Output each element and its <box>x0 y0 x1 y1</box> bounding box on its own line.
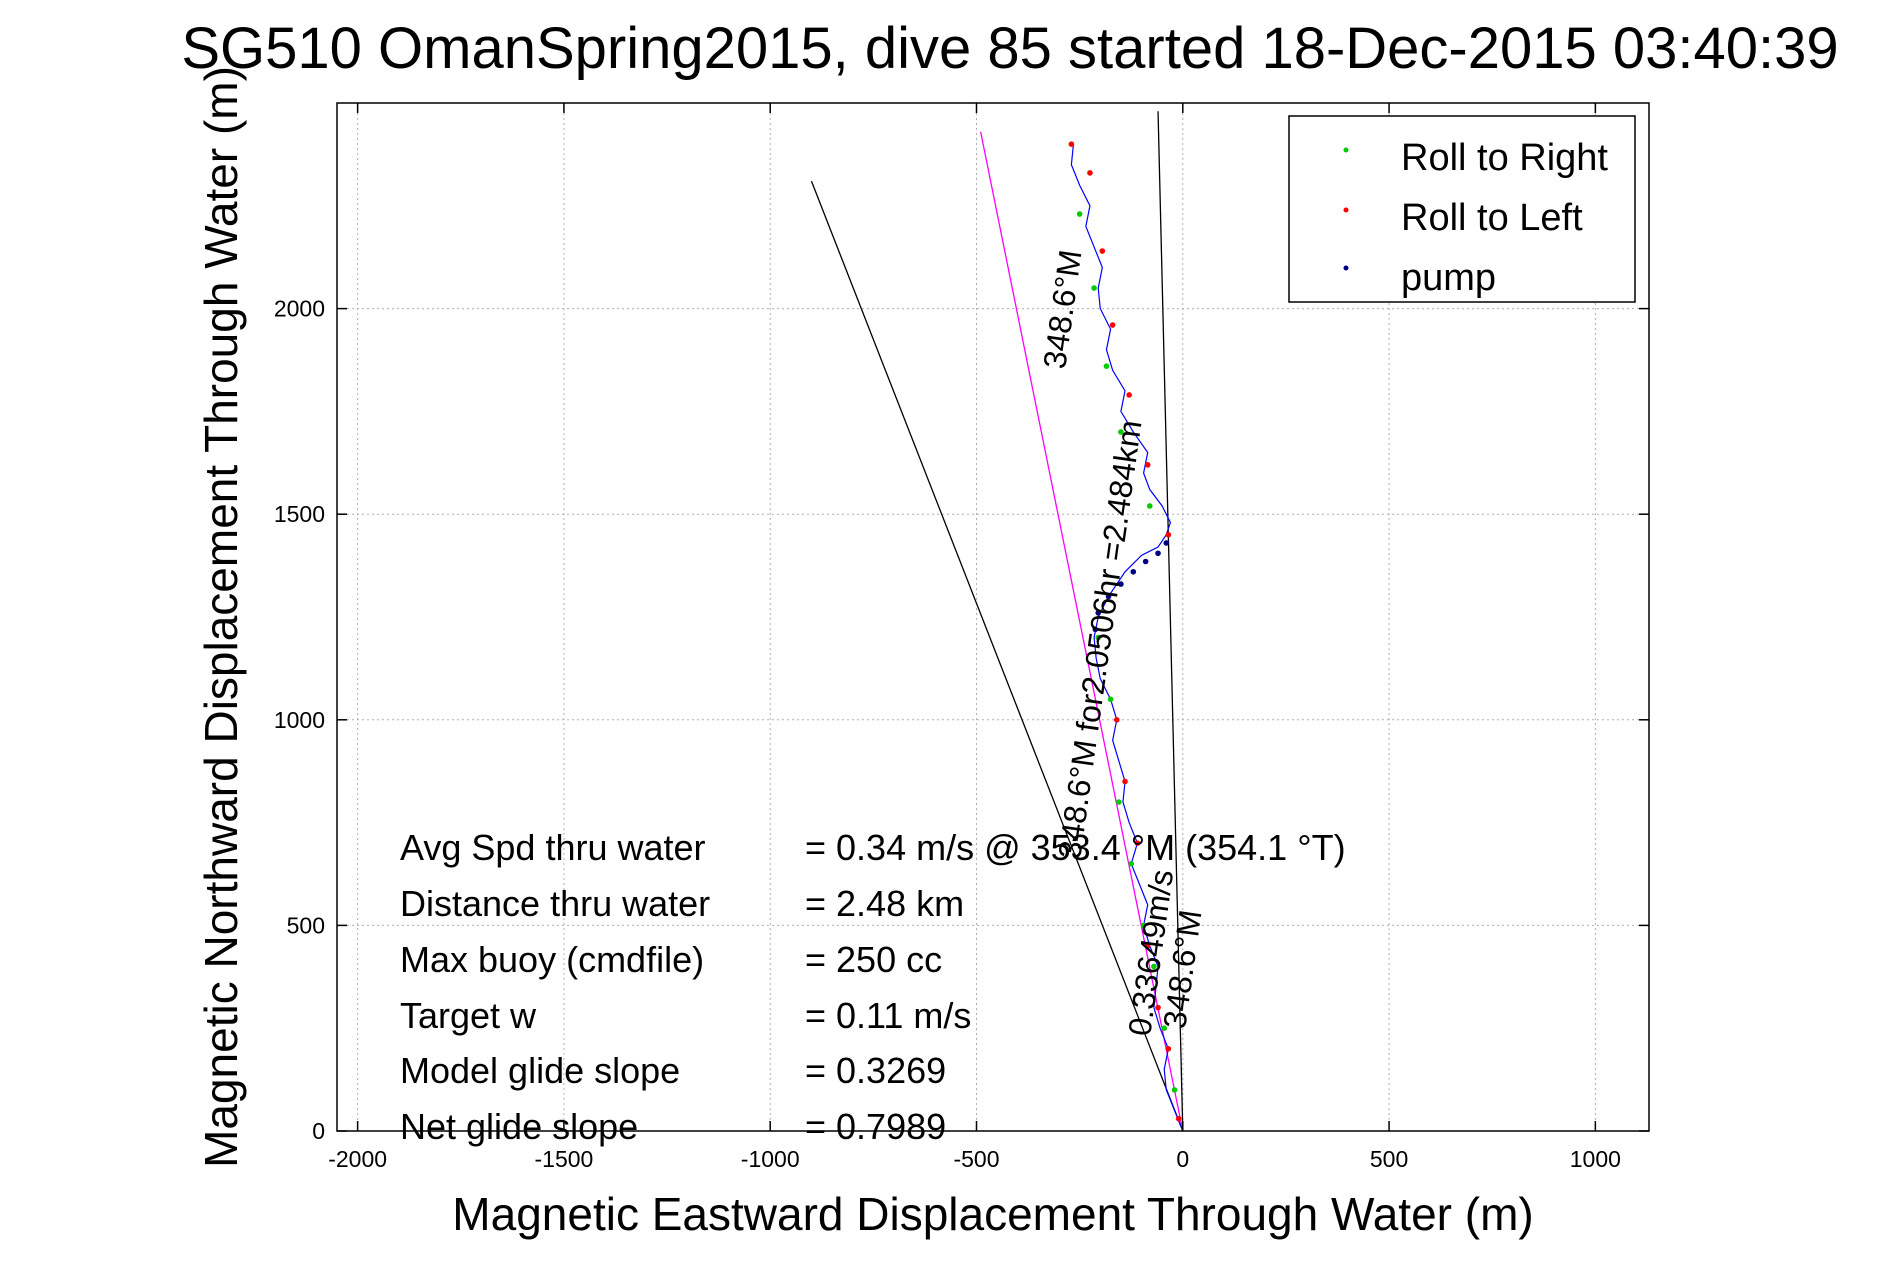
roll-left-point <box>1122 778 1128 785</box>
y-tick-label: 1000 <box>274 707 325 733</box>
stat-value-distance: = 2.48 km <box>805 883 964 924</box>
legend: Roll to Right Roll to Left pump <box>1288 115 1636 303</box>
roll-left-point <box>1165 531 1172 538</box>
track-line <box>1070 144 1184 1132</box>
x-axis-label: Magnetic Eastward Displacement Through W… <box>452 1188 1533 1240</box>
track-path <box>1070 144 1184 1132</box>
chart-title: SG510 OmanSpring2015, dive 85 started 18… <box>181 16 1838 81</box>
roll-left-point <box>1155 1004 1161 1011</box>
roll-right-point <box>1140 922 1147 929</box>
envelope-left <box>810 180 1184 1132</box>
stat-value-net-glide: = 0.7989 <box>805 1106 946 1147</box>
roll-left-point <box>1134 840 1141 846</box>
roll-left-point <box>1175 1115 1182 1122</box>
roll-left-point <box>1068 141 1075 147</box>
pump-point <box>1092 626 1099 633</box>
pump-point <box>1118 581 1124 587</box>
pump-point <box>1095 610 1102 616</box>
stat-label-avg-speed: Avg Spd thru water <box>400 827 706 868</box>
stat-label-net-glide: Net glide slope <box>400 1106 638 1147</box>
stat-value-model-glide: = 0.3269 <box>805 1050 946 1091</box>
legend-marker-roll-right <box>1343 147 1349 153</box>
stat-label-distance: Distance thru water <box>400 883 710 924</box>
reference-lines <box>810 111 1184 1132</box>
roll-right-point <box>1103 363 1110 369</box>
stat-value-target-w: = 0.11 m/s <box>805 995 971 1036</box>
roll-right-point <box>1076 211 1083 217</box>
roll-points <box>1068 141 1182 1122</box>
roll-left-point <box>1144 943 1151 949</box>
heading-line <box>979 131 1184 1132</box>
stat-label-model-glide: Model glide slope <box>400 1050 680 1091</box>
roll-right-point <box>1116 799 1122 805</box>
roll-right-point <box>1151 963 1157 970</box>
stat-value-max-buoy: = 250 cc <box>805 939 942 980</box>
y-tick-label: 1500 <box>274 501 325 527</box>
pump-point <box>1155 550 1161 557</box>
roll-right-point <box>1091 285 1097 291</box>
roll-right-point <box>1107 696 1114 703</box>
roll-right-point <box>1118 429 1124 435</box>
x-tick-label: -1500 <box>535 1146 594 1172</box>
x-tick-label: -1000 <box>741 1146 800 1172</box>
x-tick-label: 1000 <box>1570 1146 1621 1172</box>
stat-value-avg-speed: = 0.34 m/s @ 353.4 °M (354.1 °T) <box>805 827 1346 868</box>
roll-left-point <box>1113 717 1120 723</box>
roll-right-point <box>1146 503 1153 509</box>
y-tick-label: 500 <box>287 912 325 938</box>
roll-left-point <box>1165 1045 1172 1052</box>
axis-ticks: -2000 -1500 -1000 -500 0 500 1000 0 500 1000 1500 2… <box>274 103 1649 1172</box>
roll-left-point <box>1144 462 1151 468</box>
pump-point <box>1163 540 1170 546</box>
x-tick-label: 500 <box>1370 1146 1408 1172</box>
legend-marker-pump <box>1343 265 1349 271</box>
stats-block: Avg Spd thru water = 0.34 m/s @ 353.4 °M… <box>400 827 1346 1147</box>
roll-right-point <box>1171 1087 1178 1093</box>
pump-point <box>1130 568 1137 575</box>
stat-label-max-buoy: Max buoy (cmdfile) <box>400 939 704 980</box>
roll-left-point <box>1087 170 1093 176</box>
legend-label-pump: pump <box>1401 257 1496 299</box>
pump-point <box>1142 558 1149 565</box>
y-tick-label: 0 <box>312 1118 325 1144</box>
x-tick-label: -500 <box>953 1146 999 1172</box>
roll-right-point <box>1161 1025 1168 1031</box>
plot-frame <box>336 102 1650 1132</box>
legend-label-roll-left: Roll to Left <box>1401 197 1583 239</box>
roll-left-point <box>1109 322 1116 328</box>
y-axis-label: Magnetic Northward Displacement Through … <box>195 66 247 1168</box>
legend-label-roll-right: Roll to Right <box>1401 137 1608 179</box>
roll-right-point <box>1128 860 1135 867</box>
legend-marker-roll-left <box>1343 207 1349 213</box>
y-tick-label: 2000 <box>274 296 325 322</box>
stat-label-target-w: Target w <box>400 995 537 1036</box>
roll-left-point <box>1126 392 1132 398</box>
x-tick-label: 0 <box>1176 1146 1189 1172</box>
roll-left-point <box>1099 248 1106 254</box>
roll-right-point <box>1095 634 1102 641</box>
x-tick-label: -2000 <box>328 1146 387 1172</box>
envelope-right <box>1157 111 1184 1132</box>
pump-point <box>1105 593 1112 600</box>
